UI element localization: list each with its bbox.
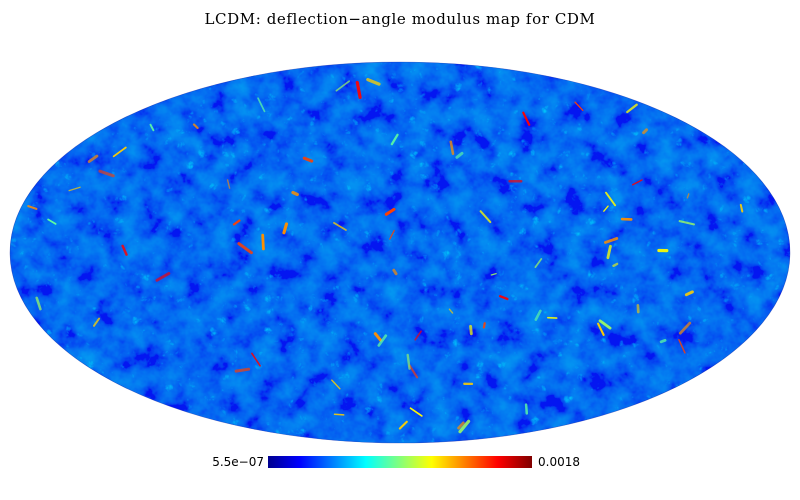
hotspot-mark [377,334,388,347]
hotspot-mark [534,309,542,321]
colorbar: 5.5e−07 0.0018 [0,454,800,470]
hotspot-mark [498,295,509,301]
hotspot-mark [335,80,351,92]
hotspot-mark [605,191,617,207]
hotspot-mark [414,330,422,341]
hotspot-mark [457,421,465,430]
hotspot-mark [398,420,408,430]
colorbar-max-label: 0.0018 [538,455,580,469]
hotspot-mark [739,203,744,213]
map-fine-filaments [10,62,790,443]
colorbar-gradient [268,456,532,468]
hotspot-mark [479,210,492,224]
hotspot-mark [366,78,381,86]
map-hotspots [27,78,744,434]
hotspot-mark [234,367,251,373]
hotspot-mark [626,103,638,114]
hotspot-mark [98,169,115,178]
hotspot-mark [87,154,99,163]
hotspot-mark [226,179,231,189]
hotspot-mark [155,272,171,282]
colorbar-min-label: 5.5e−07 [212,455,264,469]
hotspot-mark [449,140,455,155]
hotspot-mark [355,80,362,100]
hotspot-mark [408,364,419,379]
hotspot-mark [384,207,396,216]
mollweide-map [8,60,792,445]
hotspot-mark [68,186,81,192]
hotspot-mark [112,146,127,158]
hotspot-mark [333,221,347,231]
hotspot-mark [237,242,253,255]
hotspot-mark [392,268,398,276]
hotspot-mark [47,218,57,225]
hotspot-mark [598,319,612,330]
hotspot-mark [522,111,531,126]
hotspot-mark [149,123,155,132]
hotspot-mark [524,403,529,415]
hotspot-mark [678,220,695,226]
hotspot-mark [389,229,395,240]
hotspot-mark [121,244,128,256]
map-title: LCDM: deflection−angle modulus map for C… [204,10,596,28]
hotspot-mark [490,272,497,276]
hotspot-mark [659,338,667,344]
hotspot-mark [373,332,383,342]
hotspot-mark [642,128,648,135]
hotspot-mark [232,219,241,226]
hotspot-mark [455,151,464,159]
hotspot-mark [406,353,411,370]
hotspot-mark [282,222,289,235]
hotspot-mark [390,133,399,146]
hotspot-mark [261,233,265,251]
hotspot-mark [534,258,543,269]
hotspot-mark [574,101,584,111]
hotspot-mark [409,407,423,417]
hotspot-mark [257,97,266,113]
hotspot-mark [469,324,473,336]
hotspot-mark [27,205,38,210]
hotspot-mark [192,123,199,130]
hotspot-mark [632,179,643,186]
hotspot-mark [251,352,261,367]
hotspot-mark [678,321,692,335]
hotspot-mark [612,262,619,268]
hotspot-mark [606,244,612,260]
hotspot-mark [333,413,345,416]
hotspot-mark [603,205,609,212]
hotspot-mark [448,308,454,314]
hotspot-mark [331,379,341,390]
hotspot-mark [458,419,471,434]
hotspot-mark [678,338,686,354]
hotspot-mark [482,322,486,329]
hotspot-mark [291,190,299,197]
hotspot-mark [93,317,101,327]
hotspot-mark [684,290,694,297]
hotspot-mark [604,237,619,244]
hotspot-mark [302,156,314,163]
hotspot-mark [35,296,42,311]
hotspot-mark [597,322,605,336]
hotspot-mark [686,193,690,199]
